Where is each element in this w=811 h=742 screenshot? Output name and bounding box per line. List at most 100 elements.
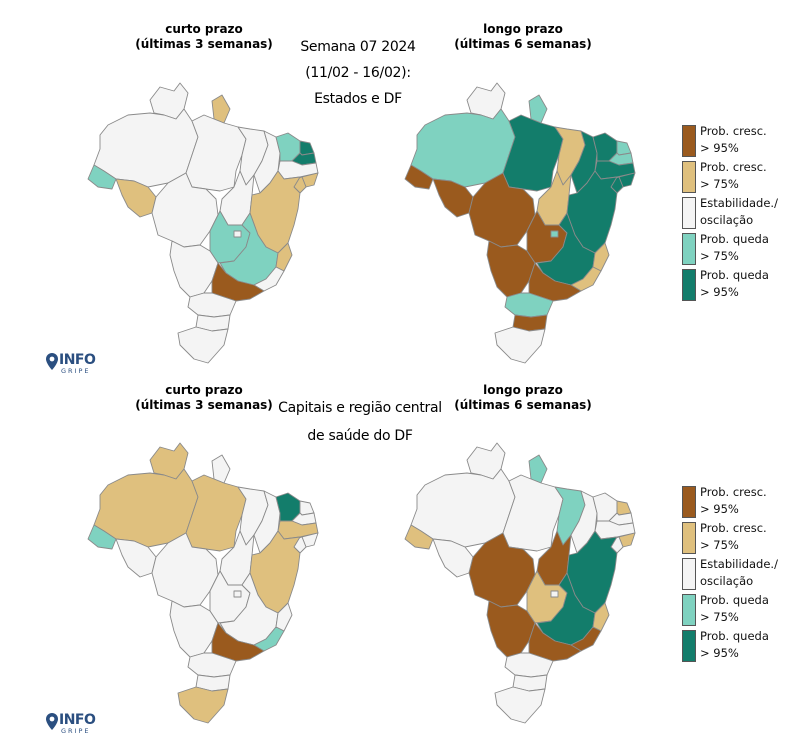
state-ro	[432, 178, 474, 218]
logo-info-text: INFO	[59, 352, 96, 368]
legend-label: Prob. queda > 95%	[700, 629, 769, 660]
legend-item: Prob. queda > 75%	[682, 592, 792, 628]
header-line3: Estados e DF	[314, 91, 402, 107]
state-ms	[486, 600, 536, 658]
state-ac	[404, 524, 434, 550]
legend-label: Prob. cresc. > 75%	[700, 521, 767, 552]
state-es	[275, 242, 293, 272]
state-ms	[169, 240, 219, 298]
state-ro	[115, 178, 157, 218]
map-bottom-left-capitais	[87, 442, 319, 724]
state-es	[275, 602, 293, 632]
state-pa	[502, 114, 564, 192]
logo-gripe-text: GRIPE	[61, 727, 91, 735]
state-ap	[528, 94, 548, 124]
legend-label: Estabilidade./ oscilação	[700, 196, 778, 227]
state-df	[233, 230, 242, 238]
state-ac	[87, 164, 117, 190]
top-left-title-line2: (últimas 3 semanas)	[135, 37, 273, 51]
state-ba	[566, 170, 618, 254]
legend-swatch	[682, 269, 696, 301]
map-top-left-estados	[87, 82, 319, 364]
legend-label: Prob. queda > 75%	[700, 593, 769, 624]
state-pa	[185, 114, 247, 192]
legend-label: Estabilidade./ oscilação	[700, 557, 778, 588]
top-right-title-line1: longo prazo	[483, 22, 563, 36]
legend-swatch	[682, 486, 696, 518]
legend-item: Prob. cresc. > 95%	[682, 123, 792, 159]
top-left-title-line1: curto prazo	[165, 22, 243, 36]
state-df	[550, 590, 559, 598]
legend-label: Prob. queda > 75%	[700, 232, 769, 263]
state-rs	[177, 326, 229, 364]
legend-item: Prob. cresc. > 75%	[682, 159, 792, 195]
legend-swatch	[682, 125, 696, 157]
state-pr	[187, 292, 237, 318]
legend-swatch	[682, 558, 696, 590]
location-pin-icon	[46, 353, 58, 370]
header2-title: Capitais e região central de saúde do DF	[275, 394, 445, 450]
state-pa	[502, 474, 564, 552]
state-pa	[185, 474, 247, 552]
state-ap	[211, 94, 231, 124]
top-right-title-line2: (últimas 6 semanas)	[454, 37, 592, 51]
state-ro	[115, 538, 157, 578]
legend-item: Prob. cresc. > 75%	[682, 520, 792, 556]
state-df	[233, 590, 242, 598]
location-pin-icon	[46, 713, 58, 730]
infogripe-logo: INFO GRIPE	[46, 352, 106, 382]
logo-info-text: INFO	[59, 712, 96, 728]
header-line1: Semana 07 2024	[300, 39, 416, 55]
bottom-right-title-line1: longo prazo	[483, 383, 563, 397]
state-ap	[528, 454, 548, 484]
map-bottom-right-capitais	[404, 442, 636, 724]
legend-swatch	[682, 161, 696, 193]
legend-item: Prob. queda > 95%	[682, 267, 792, 303]
state-pr	[504, 292, 554, 318]
header2-line1: Capitais e região central	[278, 400, 442, 416]
state-ac	[87, 524, 117, 550]
legend-label: Prob. cresc. > 75%	[700, 160, 767, 191]
state-ba	[249, 530, 301, 614]
legend-bottom: Prob. cresc. > 95% Prob. cresc. > 75% Esta…	[682, 484, 792, 664]
state-es	[592, 602, 610, 632]
bottom-left-title-line2: (últimas 3 semanas)	[135, 398, 273, 412]
bottom-left-title-line1: curto prazo	[165, 383, 243, 397]
legend-swatch	[682, 197, 696, 229]
legend-item: Estabilidade./ oscilação	[682, 556, 792, 592]
state-rs	[177, 686, 229, 724]
legend-swatch	[682, 233, 696, 265]
top-right-panel-title: longo prazo (últimas 6 semanas)	[413, 22, 633, 52]
legend-label: Prob. queda > 95%	[700, 268, 769, 299]
header2-line2: de saúde do DF	[307, 428, 413, 444]
legend-swatch	[682, 630, 696, 662]
legend-item: Prob. queda > 95%	[682, 628, 792, 664]
logo-gripe-text: GRIPE	[61, 367, 91, 375]
state-es	[592, 242, 610, 272]
map-top-right-estados	[404, 82, 636, 364]
state-ro	[432, 538, 474, 578]
legend-item: Prob. queda > 75%	[682, 231, 792, 267]
header-title: Semana 07 2024 (11/02 - 16/02): Estados …	[273, 34, 443, 112]
legend-top: Prob. cresc. > 95% Prob. cresc. > 75% Esta…	[682, 123, 792, 303]
bottom-right-title-line2: (últimas 6 semanas)	[454, 398, 592, 412]
legend-swatch	[682, 522, 696, 554]
state-pr	[504, 652, 554, 678]
header-line2: (11/02 - 16/02):	[305, 65, 411, 81]
legend-item: Estabilidade./ oscilação	[682, 195, 792, 231]
state-ba	[566, 530, 618, 614]
state-rs	[494, 686, 546, 724]
state-ac	[404, 164, 434, 190]
legend-item: Prob. cresc. > 95%	[682, 484, 792, 520]
state-ap	[211, 454, 231, 484]
state-rs	[494, 326, 546, 364]
legend-label: Prob. cresc. > 95%	[700, 124, 767, 155]
legend-swatch	[682, 594, 696, 626]
state-pr	[187, 652, 237, 678]
infogripe-logo-bottom: INFO GRIPE	[46, 712, 106, 742]
state-ms	[169, 600, 219, 658]
legend-label: Prob. cresc. > 95%	[700, 485, 767, 516]
bottom-right-panel-title: longo prazo (últimas 6 semanas)	[413, 383, 633, 413]
bottom-left-panel-title: curto prazo (últimas 3 semanas)	[94, 383, 314, 413]
state-ba	[249, 170, 301, 254]
